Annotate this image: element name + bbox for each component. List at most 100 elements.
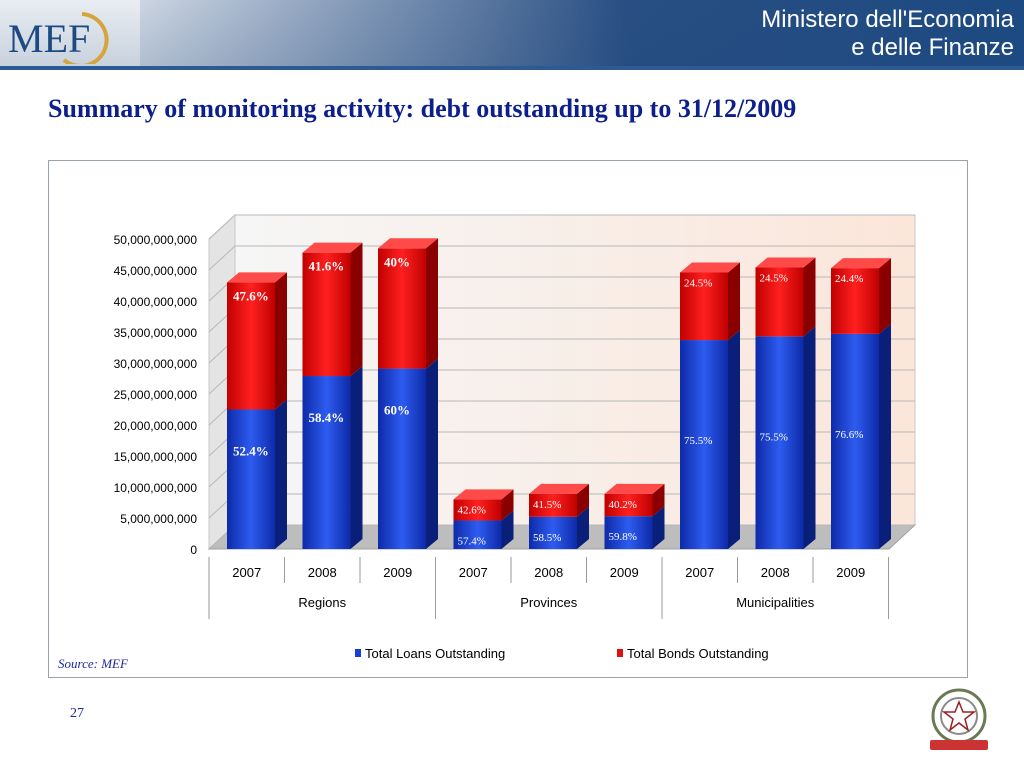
bar-bonds (604, 493, 653, 517)
data-label-loans: 52.4% (233, 444, 269, 459)
bar-loans (453, 520, 502, 549)
bar-bonds-top (680, 262, 740, 273)
bar-loans (831, 333, 879, 549)
data-label-bonds: 47.6% (233, 288, 269, 303)
x-tick-label: 2008 (761, 565, 790, 580)
bar-bonds (453, 499, 502, 521)
header-banner: MEF Ministero dell'Economia e delle Fina… (0, 0, 1024, 70)
data-label-bonds: 42.6% (458, 504, 486, 516)
bar-bonds-side (652, 483, 665, 517)
x-tick-label: 2007 (232, 565, 261, 580)
bar-bonds-top (378, 238, 438, 249)
bar-bonds-side (728, 262, 740, 341)
mef-logo: MEF (8, 12, 109, 64)
bar-bonds (378, 248, 426, 369)
x-tick-label: 2009 (836, 565, 865, 580)
bar-bonds (529, 493, 577, 517)
data-label-loans: 60% (384, 403, 410, 418)
bar-loans-side (501, 510, 514, 549)
y-tick-label: 10,000,000,000 (114, 481, 198, 495)
bar-loans (680, 340, 728, 549)
bar-bonds (227, 282, 275, 410)
bar-loans-side (275, 399, 287, 549)
bar-bonds-side (879, 258, 891, 334)
banner-stripe (140, 0, 1024, 66)
bar-bonds-side (275, 272, 287, 410)
y-tick-label: 25,000,000,000 (114, 388, 198, 402)
gridline (208, 245, 915, 271)
data-label-bonds: 24.5% (760, 273, 788, 285)
y-tick-label: 5,000,000,000 (120, 512, 197, 526)
x-group-label: Municipalities (736, 595, 815, 610)
bar-bonds (680, 272, 728, 341)
bar-loans-side (577, 506, 589, 549)
ministry-name: Ministero dell'Economia e delle Finanze (761, 6, 1014, 62)
bar-loans (755, 336, 804, 549)
legend-label-bonds: Total Bonds Outstanding (627, 646, 769, 661)
y-tick-label: 20,000,000,000 (114, 419, 198, 433)
data-label-loans: 75.5% (684, 435, 712, 447)
bar-loans (529, 516, 577, 549)
bar-bonds-top (227, 272, 287, 283)
x-tick-label: 2007 (685, 565, 714, 580)
chart-frame: 0 5,000,000,000 10,000,000,000 15,000,000,0… (48, 160, 968, 678)
y-tick-label: 40,000,000,000 (114, 295, 198, 309)
x-tick-label: 2007 (459, 565, 488, 580)
data-label-bonds: 41.5% (533, 499, 561, 511)
data-label-loans: 58.5% (533, 532, 561, 544)
page-title: Summary of monitoring activity: debt out… (48, 94, 797, 123)
bar-bonds-side (803, 257, 816, 337)
republic-emblem (930, 688, 988, 750)
bar-loans (302, 376, 351, 549)
banner-line (0, 66, 1024, 70)
ministry-line-2: e delle Finanze (851, 34, 1014, 61)
x-group-label: Regions (298, 595, 346, 610)
y-tick-label: 0 (190, 543, 197, 557)
bar-loans (378, 368, 426, 549)
source-note: Source: MEF (58, 656, 128, 671)
bar-bonds-top (755, 257, 816, 268)
bar-bonds-top (302, 242, 363, 253)
data-label-bonds: 41.6% (309, 259, 345, 274)
bar-loans-side (879, 323, 891, 549)
bar-bonds-side (426, 238, 438, 369)
data-label-bonds: 40.2% (609, 499, 637, 511)
data-label-loans: 76.6% (835, 429, 863, 441)
x-tick-label: 2009 (383, 565, 412, 580)
y-tick-label: 15,000,000,000 (114, 450, 198, 464)
bar-bonds-top (453, 489, 514, 500)
bar-bonds (755, 267, 804, 337)
data-label-bonds: 24.4% (835, 273, 863, 285)
y-tick-label: 45,000,000,000 (114, 264, 198, 278)
page-number: 27 (70, 706, 84, 721)
bar-bonds (302, 252, 351, 377)
y-tick-label: 30,000,000,000 (114, 357, 198, 371)
data-label-loans: 59.8% (609, 531, 637, 543)
bar-bonds-top (831, 258, 891, 269)
bar-loans-side (803, 326, 816, 549)
bar-loans (604, 516, 653, 549)
svg-text:MEF: MEF (8, 16, 90, 61)
data-label-loans: 75.5% (760, 431, 788, 443)
bar-bonds-side (501, 489, 514, 521)
y-tick-label: 35,000,000,000 (114, 326, 198, 340)
bar-bonds-side (577, 483, 589, 517)
bar-loans-side (350, 366, 363, 549)
bar-bonds (831, 268, 879, 334)
bar-bonds-side (350, 242, 363, 377)
bar-loans-side (426, 358, 438, 549)
bar-loans (227, 409, 275, 549)
bar-bonds-top (529, 483, 589, 494)
data-label-bonds: 40% (384, 254, 410, 269)
bar-loans-side (728, 330, 740, 549)
debt-chart: 0 5,000,000,000 10,000,000,000 15,000,000,0… (114, 213, 917, 661)
legend-label-loans: Total Loans Outstanding (365, 646, 505, 661)
legend-swatch-bonds (617, 649, 623, 657)
gridline (208, 214, 915, 240)
x-group-label: Provinces (520, 595, 578, 610)
data-label-loans: 57.4% (458, 535, 486, 547)
data-label-loans: 58.4% (309, 410, 345, 425)
ministry-line-1: Ministero dell'Economia (761, 6, 1014, 33)
data-label-bonds: 24.5% (684, 277, 712, 289)
x-tick-label: 2008 (308, 565, 337, 580)
